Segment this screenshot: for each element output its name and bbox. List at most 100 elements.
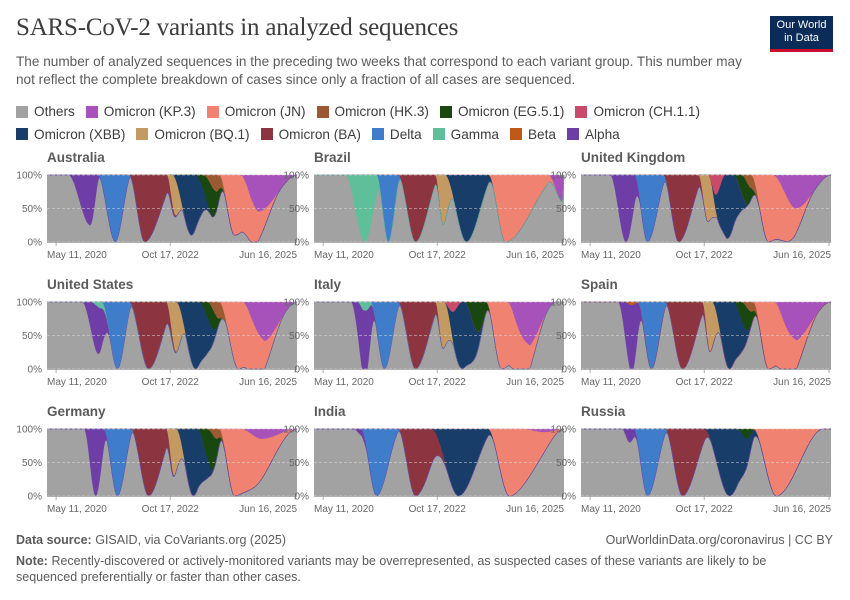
data-source-label: Data source: (16, 533, 92, 547)
legend-label: Omicron (BQ.1) (154, 126, 250, 142)
legend-label: Omicron (EG.5.1) (457, 104, 565, 119)
y-tick-label: 100% (16, 171, 42, 182)
x-tick-label: May 11, 2020 (314, 504, 374, 515)
y-tick-label: 50% (289, 458, 309, 469)
legend-swatch (509, 128, 522, 140)
x-tick-label: Jun 16, 2025 (506, 504, 564, 515)
y-tick-label: 100% (16, 425, 42, 436)
y-tick-label: 0% (28, 365, 43, 376)
panel-title: Germany (47, 404, 106, 419)
y-tick-label: 50% (556, 204, 576, 215)
y-tick-label: 100% (283, 171, 309, 182)
y-tick-label: 0% (295, 365, 310, 376)
panel-india: India 100% 50% 0% May 11, 2020 Oct 17, 2022 Ju… (283, 404, 564, 515)
x-tick-label: Oct 17, 2022 (676, 504, 734, 515)
logo-line-1: Our World (776, 19, 827, 31)
x-tick-label: Jun 16, 2025 (239, 377, 297, 388)
y-tick-label: 50% (22, 458, 42, 469)
x-tick-label: Jun 16, 2025 (506, 250, 564, 261)
legend-item-beta[interactable]: Beta (509, 124, 556, 145)
owid-logo[interactable]: Our World in Data (770, 16, 833, 52)
area-alpha[interactable] (47, 174, 298, 243)
legend-item-omicron-eg-5-1[interactable]: Omicron (EG.5.1) (439, 101, 565, 122)
legend-item-omicron-jn[interactable]: Omicron (JN) (206, 101, 306, 122)
legend-item-alpha[interactable]: Alpha (566, 124, 620, 145)
y-tick-label: 0% (28, 492, 43, 503)
legend-item-omicron-ch-1-1[interactable]: Omicron (CH.1.1) (575, 101, 700, 122)
x-tick-label: Oct 17, 2022 (142, 377, 200, 388)
legend-swatch (566, 128, 579, 140)
y-tick-label: 100% (283, 425, 309, 436)
legend-swatch (85, 105, 98, 118)
legend-label: Gamma (450, 126, 499, 142)
legend-label: Omicron (JN) (224, 104, 306, 119)
x-tick-label: Jun 16, 2025 (239, 250, 297, 261)
legend-swatch (432, 128, 445, 140)
panel-italy: Italy 100% 50% 0% May 11, 2020 Oct 17, 2022 Ju… (283, 277, 564, 388)
legend-item-gamma[interactable]: Gamma (432, 124, 499, 145)
x-tick-label: Jun 16, 2025 (773, 504, 831, 515)
legend-item-omicron-hk-3[interactable]: Omicron (HK.3) (316, 101, 429, 122)
panel-australia: Australia 100% 50% 0% May 11, 2020 Oct 17, 20… (16, 150, 297, 261)
legend-swatch (136, 128, 149, 140)
panel-title: Italy (314, 277, 342, 292)
legend-label: Alpha (584, 126, 620, 142)
y-tick-label: 50% (556, 458, 576, 469)
area-gamma[interactable] (314, 174, 565, 243)
x-tick-label: May 11, 2020 (47, 377, 107, 388)
legend-item-delta[interactable]: Delta (371, 124, 422, 145)
x-tick-label: May 11, 2020 (581, 250, 641, 261)
legend-label: Beta (527, 126, 556, 142)
x-tick-label: Jun 16, 2025 (506, 377, 564, 388)
logo-line-2: in Data (784, 32, 819, 44)
area-alpha[interactable] (581, 428, 831, 497)
panel-spain: Spain 100% 50% 0% May 11, 2020 Oct 17, 2022 Ju… (550, 277, 831, 388)
y-tick-label: 0% (295, 238, 310, 249)
panel-title: Russia (581, 404, 626, 419)
legend-item-omicron-bq-1[interactable]: Omicron (BQ.1) (136, 124, 250, 145)
panel-germany: Germany 100% 50% 0% May 11, 2020 Oct 17, 2022… (16, 404, 297, 515)
x-tick-label: May 11, 2020 (47, 250, 107, 261)
x-tick-label: Oct 17, 2022 (409, 250, 467, 261)
panel-russia: Russia 100% 50% 0% May 11, 2020 Oct 17, 2022 J… (550, 404, 831, 515)
panel-title: Brazil (314, 150, 351, 165)
legend-label: Omicron (CH.1.1) (593, 104, 700, 119)
legend-swatch (371, 128, 384, 140)
y-tick-label: 50% (22, 204, 42, 215)
panel-title: Australia (47, 150, 105, 165)
y-tick-label: 0% (28, 238, 43, 249)
y-tick-label: 100% (550, 425, 576, 436)
y-tick-label: 100% (283, 298, 309, 309)
y-tick-label: 0% (562, 492, 577, 503)
legend-swatch (206, 105, 219, 118)
x-tick-label: May 11, 2020 (581, 504, 641, 515)
y-tick-label: 100% (16, 298, 42, 309)
legend-item-omicron-ba[interactable]: Omicron (BA) (260, 124, 361, 145)
x-tick-label: May 11, 2020 (47, 504, 107, 515)
x-tick-label: Jun 16, 2025 (239, 504, 297, 515)
chart-subtitle: The number of analyzed sequences in the … (16, 54, 742, 87)
panel-title: United Kingdom (581, 150, 685, 165)
x-tick-label: Jun 16, 2025 (773, 377, 831, 388)
y-tick-label: 50% (556, 331, 576, 342)
x-tick-label: Oct 17, 2022 (142, 504, 200, 515)
legend-item-others[interactable]: Others (16, 101, 75, 122)
x-tick-label: Oct 17, 2022 (676, 377, 734, 388)
legend-label: Omicron (KP.3) (103, 104, 196, 119)
legend-label: Others (34, 104, 75, 119)
panel-united-states: United States 100% 50% 0% May 11, 2020 Oct 17… (16, 277, 297, 388)
y-tick-label: 0% (295, 492, 310, 503)
legend-swatch (316, 105, 329, 118)
x-tick-label: Oct 17, 2022 (142, 250, 200, 261)
legend-item-omicron-xbb[interactable]: Omicron (XBB) (16, 124, 125, 145)
legend-item-omicron-kp-3[interactable]: Omicron (KP.3) (85, 101, 196, 122)
area-alpha[interactable] (314, 428, 565, 497)
y-tick-label: 50% (289, 331, 309, 342)
data-source-text[interactable]: GISAID, via CoVariants.org (2025) (95, 533, 287, 547)
source-url[interactable]: OurWorldinData.org/coronavirus | CC BY (605, 533, 833, 547)
legend-label: Omicron (HK.3) (334, 104, 429, 119)
legend-label: Delta (389, 126, 422, 142)
x-tick-label: Jun 16, 2025 (773, 250, 831, 261)
chart-title: SARS-CoV-2 variants in analyzed sequence… (16, 14, 459, 41)
